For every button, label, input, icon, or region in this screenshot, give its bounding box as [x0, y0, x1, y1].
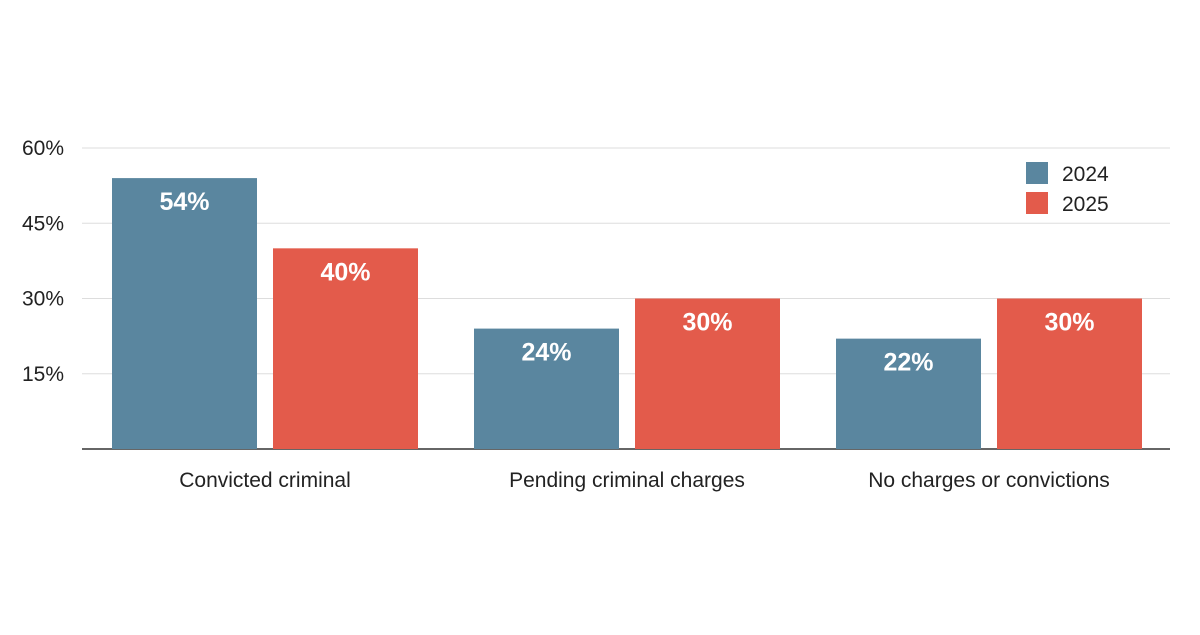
- data-label: 30%: [682, 309, 732, 337]
- data-label: 30%: [1044, 309, 1094, 337]
- x-tick-label: Convicted criminal: [179, 469, 351, 492]
- legend-label: 2025: [1062, 193, 1109, 216]
- legend-swatch-2025: [1026, 192, 1048, 214]
- bar-2024: [836, 338, 981, 449]
- y-tick-label: 60%: [22, 137, 64, 160]
- x-tick-label: Pending criminal charges: [509, 469, 745, 492]
- data-label: 22%: [883, 349, 933, 377]
- bar-2025: [273, 248, 418, 449]
- bar-2025: [997, 298, 1142, 449]
- data-label: 40%: [320, 258, 370, 286]
- legend-label: 2024: [1062, 163, 1109, 186]
- y-tick-label: 15%: [22, 363, 64, 386]
- bar-2024: [112, 178, 257, 449]
- x-tick-label: No charges or convictions: [868, 469, 1110, 492]
- y-tick-label: 30%: [22, 288, 64, 311]
- bar-2024: [474, 328, 619, 449]
- bar-2025: [635, 298, 780, 449]
- data-label: 54%: [159, 188, 209, 216]
- data-label: 24%: [521, 339, 571, 367]
- y-tick-label: 45%: [22, 212, 64, 235]
- legend-swatch-2024: [1026, 162, 1048, 184]
